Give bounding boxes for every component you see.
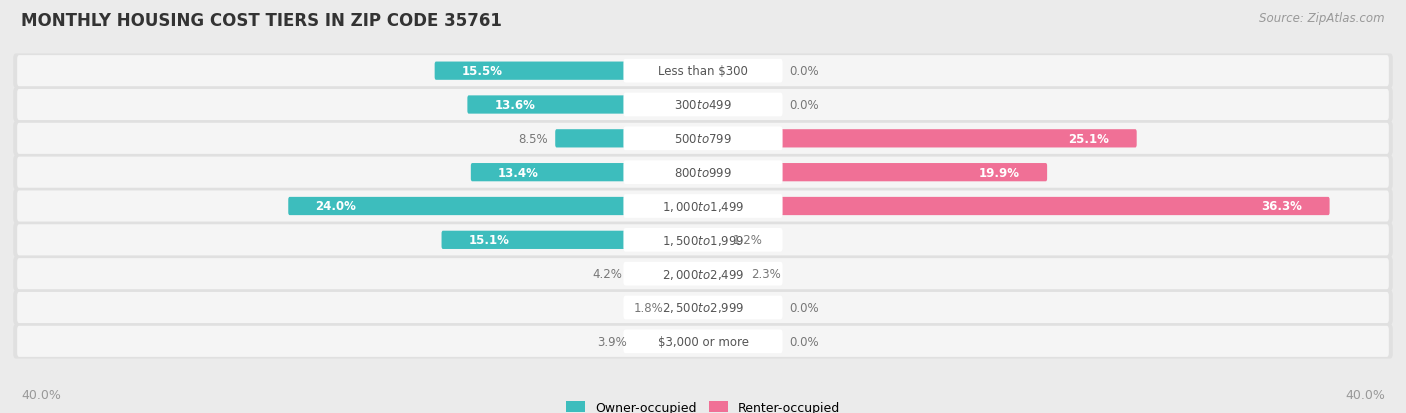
Text: 4.2%: 4.2% bbox=[592, 268, 621, 280]
FancyBboxPatch shape bbox=[17, 123, 1389, 154]
FancyBboxPatch shape bbox=[702, 164, 1047, 182]
Text: 19.9%: 19.9% bbox=[979, 166, 1019, 179]
FancyBboxPatch shape bbox=[623, 60, 783, 83]
FancyBboxPatch shape bbox=[434, 62, 704, 81]
Text: Less than $300: Less than $300 bbox=[658, 65, 748, 78]
Text: 25.1%: 25.1% bbox=[1069, 133, 1109, 145]
FancyBboxPatch shape bbox=[17, 90, 1389, 121]
Text: 15.5%: 15.5% bbox=[461, 65, 503, 78]
Text: 0.0%: 0.0% bbox=[789, 65, 818, 78]
Text: $300 to $499: $300 to $499 bbox=[673, 99, 733, 112]
Text: 15.1%: 15.1% bbox=[468, 234, 509, 247]
Text: 40.0%: 40.0% bbox=[1346, 388, 1385, 401]
FancyBboxPatch shape bbox=[702, 231, 725, 249]
FancyBboxPatch shape bbox=[17, 259, 1389, 290]
Text: $500 to $799: $500 to $799 bbox=[673, 133, 733, 145]
Text: 0.0%: 0.0% bbox=[789, 99, 818, 112]
Text: 0.0%: 0.0% bbox=[789, 301, 818, 314]
FancyBboxPatch shape bbox=[13, 156, 1393, 190]
FancyBboxPatch shape bbox=[13, 223, 1393, 257]
FancyBboxPatch shape bbox=[623, 330, 783, 353]
FancyBboxPatch shape bbox=[17, 157, 1389, 188]
Text: 13.6%: 13.6% bbox=[495, 99, 536, 112]
Text: 8.5%: 8.5% bbox=[519, 133, 548, 145]
FancyBboxPatch shape bbox=[13, 189, 1393, 224]
FancyBboxPatch shape bbox=[17, 191, 1389, 222]
FancyBboxPatch shape bbox=[17, 225, 1389, 256]
FancyBboxPatch shape bbox=[13, 290, 1393, 325]
FancyBboxPatch shape bbox=[630, 265, 704, 283]
Text: $1,500 to $1,999: $1,500 to $1,999 bbox=[662, 233, 744, 247]
FancyBboxPatch shape bbox=[13, 122, 1393, 156]
FancyBboxPatch shape bbox=[17, 56, 1389, 87]
FancyBboxPatch shape bbox=[623, 195, 783, 218]
FancyBboxPatch shape bbox=[702, 130, 1136, 148]
Text: 0.0%: 0.0% bbox=[789, 335, 818, 348]
Text: $800 to $999: $800 to $999 bbox=[673, 166, 733, 179]
FancyBboxPatch shape bbox=[623, 93, 783, 117]
Text: 24.0%: 24.0% bbox=[315, 200, 356, 213]
FancyBboxPatch shape bbox=[623, 161, 783, 185]
FancyBboxPatch shape bbox=[623, 296, 783, 320]
FancyBboxPatch shape bbox=[471, 164, 704, 182]
Text: 13.4%: 13.4% bbox=[498, 166, 538, 179]
FancyBboxPatch shape bbox=[671, 299, 704, 317]
Text: 1.8%: 1.8% bbox=[634, 301, 664, 314]
Text: MONTHLY HOUSING COST TIERS IN ZIP CODE 35761: MONTHLY HOUSING COST TIERS IN ZIP CODE 3… bbox=[21, 12, 502, 30]
Text: Source: ZipAtlas.com: Source: ZipAtlas.com bbox=[1260, 12, 1385, 25]
FancyBboxPatch shape bbox=[13, 88, 1393, 123]
FancyBboxPatch shape bbox=[555, 130, 704, 148]
Text: $2,000 to $2,499: $2,000 to $2,499 bbox=[662, 267, 744, 281]
Text: 1.2%: 1.2% bbox=[733, 234, 762, 247]
FancyBboxPatch shape bbox=[623, 127, 783, 151]
Text: $1,000 to $1,499: $1,000 to $1,499 bbox=[662, 199, 744, 214]
Legend: Owner-occupied, Renter-occupied: Owner-occupied, Renter-occupied bbox=[567, 401, 839, 413]
Text: 40.0%: 40.0% bbox=[21, 388, 60, 401]
FancyBboxPatch shape bbox=[13, 257, 1393, 291]
FancyBboxPatch shape bbox=[13, 54, 1393, 89]
Text: 2.3%: 2.3% bbox=[751, 268, 780, 280]
FancyBboxPatch shape bbox=[702, 265, 744, 283]
FancyBboxPatch shape bbox=[13, 324, 1393, 359]
Text: $3,000 or more: $3,000 or more bbox=[658, 335, 748, 348]
Text: 36.3%: 36.3% bbox=[1261, 200, 1302, 213]
FancyBboxPatch shape bbox=[634, 332, 704, 351]
FancyBboxPatch shape bbox=[288, 197, 704, 216]
Text: 3.9%: 3.9% bbox=[598, 335, 627, 348]
FancyBboxPatch shape bbox=[17, 326, 1389, 357]
FancyBboxPatch shape bbox=[623, 228, 783, 252]
FancyBboxPatch shape bbox=[17, 292, 1389, 323]
FancyBboxPatch shape bbox=[441, 231, 704, 249]
FancyBboxPatch shape bbox=[623, 262, 783, 286]
Text: $2,500 to $2,999: $2,500 to $2,999 bbox=[662, 301, 744, 315]
FancyBboxPatch shape bbox=[467, 96, 704, 114]
FancyBboxPatch shape bbox=[702, 197, 1330, 216]
